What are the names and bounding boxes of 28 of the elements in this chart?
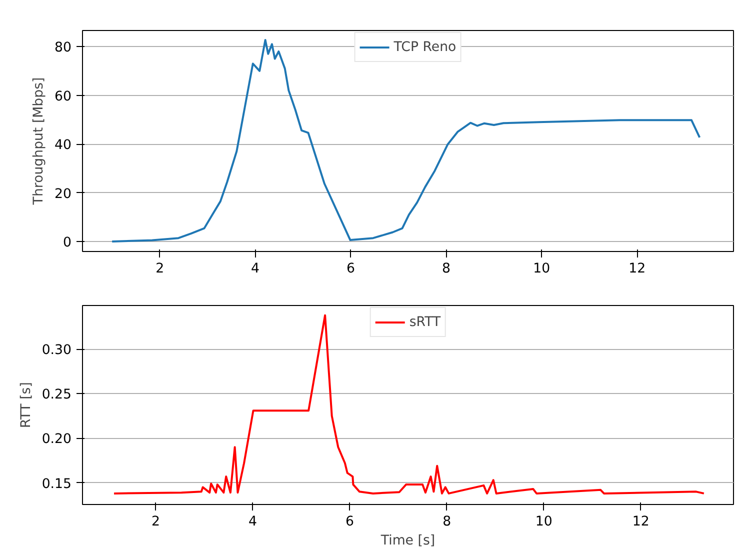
x-tick-label: 10 xyxy=(533,262,550,276)
legend-label: TCP Reno xyxy=(394,40,456,54)
x-tick-label: 8 xyxy=(442,514,452,530)
x-tick-label: 4 xyxy=(251,262,260,276)
x-tick-label: 4 xyxy=(248,514,258,530)
legend-label: sRTT xyxy=(409,314,441,330)
y-tick-label: 80 xyxy=(54,40,72,56)
x-tick-label: 10 xyxy=(535,514,552,530)
y-tick-label: 20 xyxy=(54,186,72,202)
y-tick-label: 60 xyxy=(54,89,72,104)
x-tick-label: 2 xyxy=(152,514,160,530)
y-tick-label: 0 xyxy=(63,236,72,251)
x-tick-label: 8 xyxy=(442,262,450,276)
y-axis-title: RTT [s] xyxy=(18,382,34,428)
y-axis-title: Throughput [Mbps] xyxy=(32,77,47,206)
line-series xyxy=(111,39,701,243)
y-tick-label: 0.20 xyxy=(42,432,72,448)
y-tick-label: 0.15 xyxy=(42,476,72,492)
x-tick-label: 6 xyxy=(346,514,354,530)
x-tick-label: 12 xyxy=(632,514,650,530)
x-tick-label: 6 xyxy=(346,262,355,276)
x-axis-title: Time [s] xyxy=(380,534,436,548)
y-tick-label: 40 xyxy=(54,138,72,154)
y-tick-label: 0.25 xyxy=(42,388,72,403)
line-series xyxy=(113,314,705,494)
x-tick-label: 2 xyxy=(156,262,164,276)
y-tick-label: 0.30 xyxy=(42,343,72,358)
x-tick-label: 12 xyxy=(628,262,646,276)
